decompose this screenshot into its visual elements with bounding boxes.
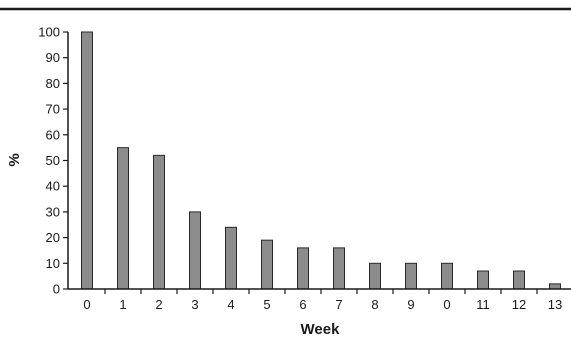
x-tick-label: 8 (371, 297, 378, 312)
x-tick-label: 3 (191, 297, 198, 312)
x-tick-label: 4 (227, 297, 234, 312)
y-tick-label: 50 (46, 153, 60, 168)
x-tick-label: 5 (263, 297, 270, 312)
y-tick-label: 20 (46, 230, 60, 245)
x-tick-label: 1 (119, 297, 126, 312)
y-tick-label: 100 (38, 25, 60, 40)
y-axis-title: % (6, 153, 23, 166)
y-axis-ticks: 0 10 20 30 40 50 60 70 80 90 100 (38, 25, 68, 297)
bar-week-9 (405, 262, 417, 290)
y-tick-label: 60 (46, 127, 60, 142)
y-tick-label: 80 (46, 76, 60, 91)
x-tick-label: 0 (443, 297, 450, 312)
bar-week-1 (117, 147, 129, 290)
bar-week-11 (477, 270, 489, 290)
x-tick-label: 6 (299, 297, 306, 312)
y-tick-label: 10 (46, 256, 60, 271)
bar-week-5 (261, 239, 273, 290)
bar-week-8 (369, 262, 381, 290)
y-tick-label: 70 (46, 102, 60, 117)
bar-week-10 (441, 262, 453, 290)
bar-week-2 (153, 154, 165, 290)
y-tick-label: 40 (46, 179, 60, 194)
x-axis-title: Week (301, 321, 341, 338)
bar-week-3 (189, 211, 201, 290)
x-tick-label: 9 (407, 297, 414, 312)
bars-group (81, 31, 561, 290)
x-tick-label: 13 (548, 297, 562, 312)
bar-week-13 (549, 283, 561, 290)
x-tick-label: 12 (512, 297, 526, 312)
x-tick-label: 11 (476, 297, 490, 312)
bar-week-7 (333, 247, 345, 290)
y-tick-label: 90 (46, 50, 60, 65)
x-tick-label: 0 (83, 297, 90, 312)
bar-week-12 (513, 270, 525, 290)
bar-week-0 (81, 31, 93, 290)
y-tick-label: 30 (46, 204, 60, 219)
x-tick-label: 7 (335, 297, 342, 312)
x-axis-ticks: 0 1 2 3 4 5 6 7 8 9 0 11 12 13 (83, 289, 562, 312)
y-tick-label: 0 (53, 282, 60, 297)
x-tick-label: 2 (155, 297, 162, 312)
bar-week-4 (225, 226, 237, 290)
bar-week-6 (297, 247, 309, 290)
